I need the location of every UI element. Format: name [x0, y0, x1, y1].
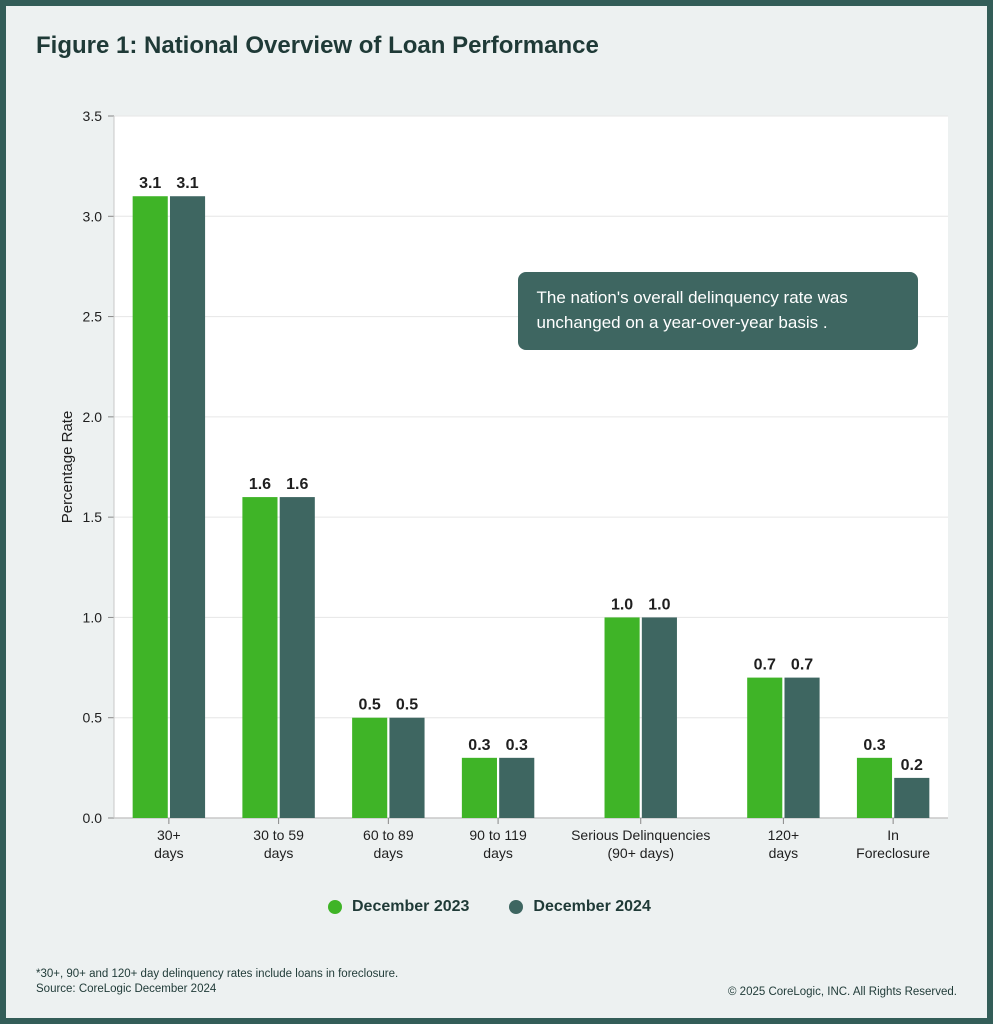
svg-text:0.5: 0.5 — [396, 697, 418, 714]
svg-text:0.7: 0.7 — [791, 657, 813, 674]
bar-series-b — [784, 678, 819, 818]
svg-text:(90+ days): (90+ days) — [607, 845, 674, 861]
svg-text:Serious Delinquencies: Serious Delinquencies — [571, 827, 710, 843]
svg-text:0.3: 0.3 — [506, 737, 528, 754]
bar-series-b — [170, 196, 205, 818]
svg-text:days: days — [483, 845, 513, 861]
annotation-callout: The nation's overall delinquency rate wa… — [518, 272, 918, 349]
svg-text:3.1: 3.1 — [176, 175, 198, 192]
copyright-text: © 2025 CoreLogic, INC. All Rights Reserv… — [728, 986, 957, 998]
legend-label: December 2023 — [352, 898, 469, 916]
svg-text:1.6: 1.6 — [286, 476, 308, 493]
svg-text:0.3: 0.3 — [468, 737, 490, 754]
svg-text:1.0: 1.0 — [83, 609, 103, 625]
svg-text:Foreclosure: Foreclosure — [856, 845, 930, 861]
svg-text:3.0: 3.0 — [83, 208, 103, 224]
bar-series-a — [242, 497, 277, 818]
bar-series-a — [747, 678, 782, 818]
bar-series-a — [133, 196, 168, 818]
svg-text:Percentage Rate: Percentage Rate — [59, 411, 76, 524]
svg-text:days: days — [264, 845, 294, 861]
chart-legend: December 2023 December 2024 — [328, 898, 651, 916]
svg-text:1.0: 1.0 — [648, 596, 670, 613]
bar-series-b — [894, 778, 929, 818]
svg-text:In: In — [887, 827, 899, 843]
svg-text:0.5: 0.5 — [359, 697, 381, 714]
chart-area: 0.0 0.5 1.0 1.5 2.0 2.5 3.0 3.5 Percentage Rate 3… — [58, 106, 958, 926]
svg-text:1.6: 1.6 — [249, 476, 271, 493]
svg-text:30+: 30+ — [157, 827, 181, 843]
svg-text:2.5: 2.5 — [83, 309, 103, 325]
svg-text:1.0: 1.0 — [611, 596, 633, 613]
bar-series-a — [462, 758, 497, 818]
figure-frame: Figure 1: National Overview of Loan Perf… — [0, 0, 993, 1024]
legend-swatch — [328, 900, 342, 914]
footnote-text: *30+, 90+ and 120+ day delinquency rates… — [36, 967, 398, 998]
svg-text:90 to 119: 90 to 119 — [469, 827, 527, 843]
bar-series-a — [857, 758, 892, 818]
svg-text:3.5: 3.5 — [83, 108, 103, 124]
svg-text:days: days — [769, 845, 799, 861]
bar-series-b — [499, 758, 534, 818]
svg-text:3.1: 3.1 — [139, 175, 161, 192]
svg-text:0.3: 0.3 — [863, 737, 885, 754]
bar-series-a — [605, 617, 640, 818]
figure-title: Figure 1: National Overview of Loan Perf… — [36, 32, 599, 60]
bar-series-b — [280, 497, 315, 818]
svg-text:0.5: 0.5 — [83, 710, 103, 726]
svg-text:2.0: 2.0 — [83, 409, 103, 425]
svg-text:0.0: 0.0 — [83, 810, 103, 826]
svg-text:0.7: 0.7 — [754, 657, 776, 674]
bar-chart: 0.0 0.5 1.0 1.5 2.0 2.5 3.0 3.5 Percentage Rate 3… — [58, 106, 958, 926]
svg-text:days: days — [154, 845, 184, 861]
legend-item: December 2023 — [328, 898, 469, 916]
bar-series-b — [389, 718, 424, 818]
legend-label: December 2024 — [533, 898, 650, 916]
svg-text:0.2: 0.2 — [901, 757, 923, 774]
legend-swatch — [509, 900, 523, 914]
svg-text:60 to 89: 60 to 89 — [363, 827, 414, 843]
bar-series-b — [642, 617, 677, 818]
bar-series-a — [352, 718, 387, 818]
svg-text:days: days — [374, 845, 404, 861]
legend-item: December 2024 — [509, 898, 650, 916]
svg-text:1.5: 1.5 — [83, 509, 103, 525]
annotation-text: The nation's overall delinquency rate wa… — [536, 288, 847, 332]
svg-text:120+: 120+ — [768, 827, 800, 843]
svg-text:30 to 59: 30 to 59 — [253, 827, 304, 843]
